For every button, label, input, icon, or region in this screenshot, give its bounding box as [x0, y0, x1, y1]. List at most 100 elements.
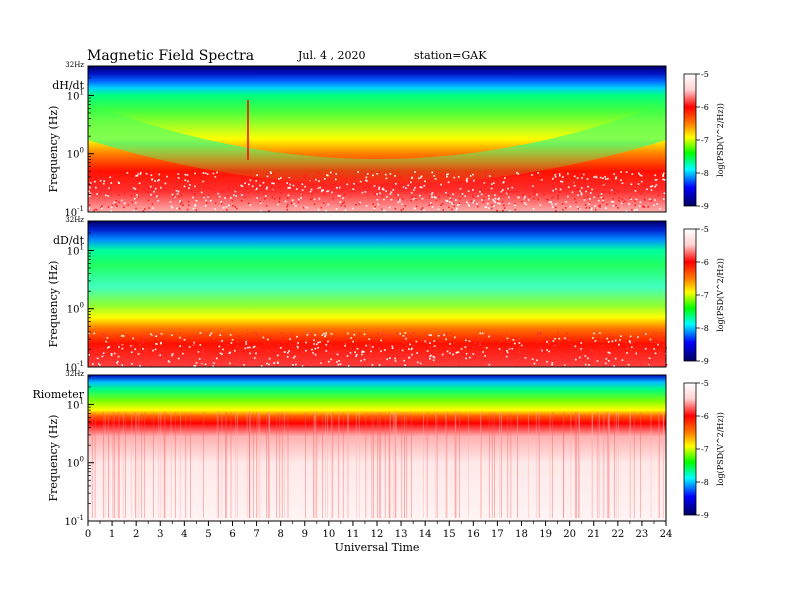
- speckle-dot: [111, 204, 114, 206]
- speckle-dot: [386, 358, 389, 361]
- speckle-dot: [420, 208, 423, 211]
- speckle-dot: [287, 352, 289, 354]
- speckle-dot: [265, 173, 268, 175]
- speckle-dot: [434, 178, 437, 180]
- speckle-dot: [559, 174, 561, 177]
- speckle-dot: [640, 180, 643, 183]
- speckle-dot: [325, 343, 328, 346]
- speckle-dot: [277, 203, 279, 206]
- speckle-dot: [459, 182, 461, 184]
- speckle-dot: [160, 186, 162, 189]
- speckle-dot: [96, 172, 98, 175]
- colorbar-tick-label: -9: [701, 357, 709, 366]
- speckle-dot: [430, 193, 433, 196]
- speckle-dot: [451, 202, 453, 204]
- speckle-dot: [93, 332, 96, 335]
- speckle-dot: [552, 189, 554, 192]
- speckle-dot: [441, 357, 444, 360]
- speckle-dot: [361, 351, 363, 353]
- speckle-dot: [438, 356, 440, 358]
- speckle-dot: [213, 185, 215, 187]
- speckle-dot: [302, 352, 305, 354]
- speckle-dot: [412, 198, 415, 201]
- colorbar-tick-label: -7: [701, 445, 709, 454]
- speckle-dot: [106, 346, 109, 349]
- speckle-dot: [88, 332, 90, 335]
- speckle-dot: [640, 192, 642, 195]
- speckle-dot: [291, 199, 294, 202]
- speckle-dot: [421, 197, 424, 200]
- speckle-dot: [446, 332, 448, 334]
- speckle-dot: [134, 202, 137, 204]
- speckle-dot: [505, 358, 507, 360]
- speckle-dot: [585, 190, 587, 193]
- speckle-dot: [371, 364, 374, 366]
- speckle-dot: [412, 332, 415, 334]
- speckle-dot: [518, 182, 521, 185]
- speckle-dot: [537, 172, 539, 174]
- speckle-dot: [116, 363, 118, 365]
- speckle-dot: [203, 195, 205, 197]
- speckle-dot: [583, 173, 585, 176]
- speckle-dot: [135, 207, 137, 210]
- speckle-dot: [458, 202, 461, 204]
- speckle-dot: [578, 348, 580, 350]
- speckle-dot: [654, 352, 657, 355]
- speckle-dot: [469, 189, 472, 191]
- speckle-dot: [258, 356, 261, 359]
- speckle-dot: [465, 339, 467, 342]
- speckle-dot: [419, 186, 422, 188]
- speckle-dot: [457, 351, 460, 353]
- speckle-dot: [597, 199, 600, 202]
- speckle-dot: [184, 173, 187, 176]
- speckle-dot: [374, 193, 376, 196]
- speckle-dot: [521, 200, 523, 203]
- speckle-dot: [653, 175, 656, 178]
- x-tick-label: 15: [443, 529, 456, 540]
- speckle-dot: [374, 206, 376, 208]
- speckle-dot: [446, 334, 448, 336]
- speckle-dot: [322, 189, 324, 191]
- speckle-dot: [368, 338, 371, 340]
- speckle-dot: [220, 171, 223, 173]
- speckle-dot: [328, 339, 331, 341]
- speckle-dot: [207, 194, 210, 196]
- speckle-dot: [449, 347, 451, 350]
- speckle-dot: [401, 179, 404, 181]
- speckle-dot: [562, 360, 565, 362]
- speckle-dot: [508, 191, 510, 193]
- speckle-dot: [301, 188, 304, 190]
- speckle-dot: [183, 345, 185, 348]
- colorbar-tick-label: -9: [701, 202, 709, 211]
- speckle-dot: [613, 180, 615, 183]
- speckle-dot: [447, 173, 449, 175]
- speckle-dot: [139, 344, 141, 346]
- speckle-dot: [523, 197, 525, 200]
- top-freq-label: 32Hz: [65, 370, 84, 378]
- speckle-dot: [621, 198, 624, 200]
- speckle-dot: [435, 193, 437, 196]
- speckle-dot: [267, 342, 270, 345]
- speckle-dot: [273, 198, 276, 200]
- speckle-dot: [350, 337, 353, 339]
- speckle-dot: [325, 357, 327, 360]
- speckle-dot: [110, 353, 113, 355]
- speckle-dot: [593, 341, 595, 343]
- speckle-dot: [649, 338, 652, 341]
- speckle-dot: [487, 195, 490, 197]
- speckle-dot: [275, 350, 277, 352]
- speckle-dot: [255, 334, 257, 336]
- speckle-dot: [296, 341, 299, 343]
- date-label: Jul. 4 , 2020: [297, 49, 366, 62]
- speckle-dot: [199, 344, 202, 346]
- speckle-dot: [96, 363, 99, 365]
- speckle-dot: [114, 181, 117, 183]
- speckle-dot: [155, 355, 158, 357]
- speckle-dot: [621, 202, 623, 205]
- speckle-dot: [530, 182, 532, 185]
- speckle-dot: [631, 173, 634, 175]
- speckle-dot: [557, 335, 560, 338]
- speckle-dot: [539, 204, 541, 206]
- speckle-dot: [260, 365, 263, 367]
- speckle-dot: [508, 196, 510, 199]
